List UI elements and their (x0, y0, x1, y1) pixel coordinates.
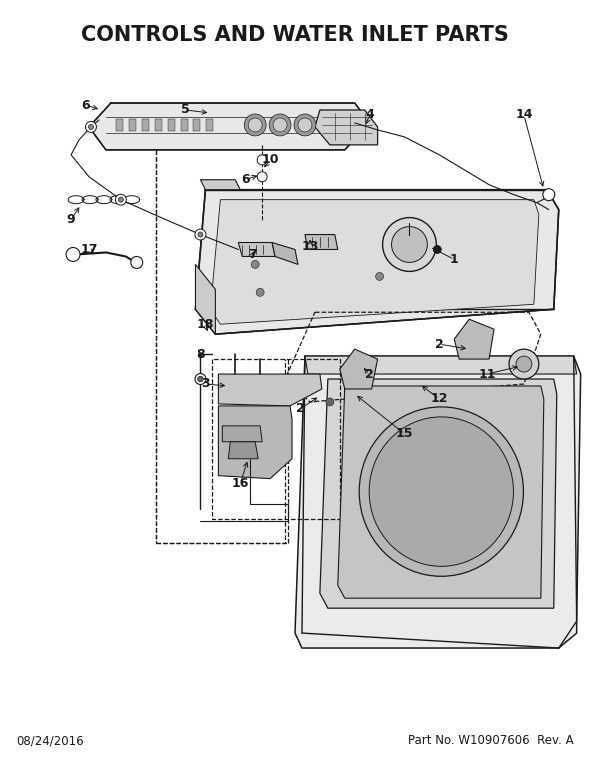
Circle shape (516, 356, 532, 372)
Circle shape (119, 197, 123, 202)
Circle shape (298, 118, 312, 132)
Text: 12: 12 (431, 393, 448, 406)
Circle shape (195, 229, 206, 240)
Text: Part No. W10907606  Rev. A: Part No. W10907606 Rev. A (408, 734, 573, 747)
Polygon shape (338, 386, 544, 598)
Circle shape (392, 227, 427, 263)
Polygon shape (228, 442, 258, 458)
Circle shape (248, 118, 262, 132)
Polygon shape (218, 406, 292, 479)
Circle shape (86, 121, 96, 132)
Circle shape (66, 248, 80, 261)
Polygon shape (129, 119, 136, 131)
Text: 18: 18 (196, 318, 214, 331)
Text: 08/24/2016: 08/24/2016 (17, 734, 84, 747)
Circle shape (382, 218, 437, 271)
Text: 15: 15 (396, 427, 413, 440)
Polygon shape (195, 189, 559, 334)
Circle shape (244, 114, 266, 136)
Text: 1: 1 (450, 253, 458, 266)
Polygon shape (454, 319, 494, 359)
Polygon shape (222, 426, 262, 442)
Text: 6: 6 (81, 99, 90, 112)
Circle shape (543, 189, 555, 201)
Circle shape (509, 349, 539, 379)
Polygon shape (181, 119, 188, 131)
Polygon shape (89, 103, 370, 150)
Polygon shape (194, 119, 201, 131)
Circle shape (376, 273, 384, 280)
Polygon shape (340, 349, 378, 389)
Polygon shape (116, 119, 123, 131)
Text: CONTROLS AND WATER INLET PARTS: CONTROLS AND WATER INLET PARTS (81, 25, 509, 45)
Polygon shape (155, 119, 162, 131)
Circle shape (257, 155, 267, 165)
Text: 9: 9 (67, 213, 76, 226)
Circle shape (195, 374, 206, 384)
Circle shape (257, 172, 267, 182)
Text: 7: 7 (248, 248, 257, 261)
Text: 3: 3 (201, 377, 209, 390)
Circle shape (116, 194, 126, 206)
Text: 2: 2 (365, 367, 374, 380)
Polygon shape (295, 356, 581, 648)
Polygon shape (206, 119, 214, 131)
Text: 10: 10 (261, 154, 279, 167)
Polygon shape (218, 374, 322, 406)
Circle shape (256, 288, 264, 296)
Polygon shape (320, 379, 557, 608)
Text: 13: 13 (301, 240, 319, 253)
Text: 14: 14 (515, 108, 533, 121)
Circle shape (131, 257, 143, 268)
Polygon shape (315, 110, 378, 145)
Circle shape (198, 376, 203, 382)
Circle shape (269, 114, 291, 136)
Circle shape (198, 232, 203, 237)
Circle shape (294, 114, 316, 136)
Polygon shape (305, 235, 338, 250)
Polygon shape (195, 264, 215, 334)
Text: 2: 2 (435, 338, 444, 351)
Circle shape (433, 245, 441, 254)
Polygon shape (142, 119, 149, 131)
Text: 8: 8 (196, 348, 205, 361)
Text: 11: 11 (478, 367, 496, 380)
Text: 4: 4 (365, 108, 374, 121)
Text: 5: 5 (181, 103, 190, 116)
Circle shape (326, 398, 334, 406)
Polygon shape (211, 199, 539, 324)
Circle shape (273, 118, 287, 132)
Text: 6: 6 (241, 173, 250, 186)
Text: 16: 16 (231, 478, 249, 490)
Ellipse shape (359, 407, 523, 576)
Polygon shape (272, 242, 298, 264)
Circle shape (251, 261, 259, 268)
Text: 2: 2 (296, 403, 304, 416)
Circle shape (88, 125, 93, 129)
Text: 17: 17 (80, 243, 98, 256)
Ellipse shape (369, 417, 513, 566)
Polygon shape (201, 180, 240, 189)
Polygon shape (168, 119, 175, 131)
Polygon shape (238, 242, 275, 257)
Polygon shape (305, 356, 576, 374)
